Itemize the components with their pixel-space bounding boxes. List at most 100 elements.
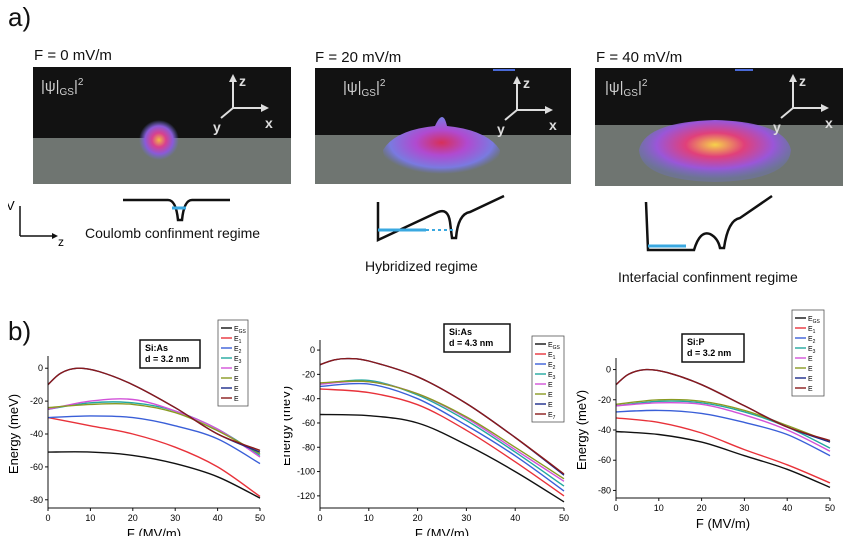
series-line-2-4 (615, 401, 831, 452)
legend-label-0-7: E (234, 396, 239, 403)
x-axis-label-0: F (MV/m) (127, 526, 181, 536)
series-line-0-0 (47, 451, 261, 499)
svg-text:x: x (825, 115, 833, 131)
legend-sub-2-0: GS (813, 319, 821, 325)
wavefunction-image-0: |ψ|GS|2 z y x (33, 67, 291, 184)
regime-label-2: Interfacial confinment regime (618, 269, 798, 285)
y-tick-label-0-1: -20 (30, 396, 43, 406)
y-tick-label-1-3: -60 (302, 418, 315, 428)
series-line-2-0 (615, 430, 831, 489)
svg-text:z: z (799, 73, 806, 89)
y-tick-label-2-1: -20 (598, 395, 611, 405)
svg-text:y: y (497, 121, 505, 137)
wavefunction-render-0 (139, 120, 179, 160)
legend-label-0-2: E2 (234, 346, 242, 355)
series-line-1-5 (319, 380, 565, 480)
svg-text:y: y (213, 119, 221, 135)
legend-label-0-5: E (234, 376, 239, 383)
legend-sub-2-2: 2 (813, 339, 816, 345)
y-tick-label-1-6: -120 (297, 491, 315, 501)
series-line-2-1 (615, 417, 831, 484)
y-tick-label-0-3: -60 (30, 462, 43, 472)
y-tick-label-1-5: -100 (297, 467, 315, 477)
psi-label-2: |ψ|GS|2 (605, 78, 648, 99)
series-line-1-0 (319, 413, 565, 503)
x-tick-label-2-5: 50 (825, 503, 835, 513)
legend-label-1-0: EGS (548, 342, 561, 351)
legend-sub-0-0: GS (239, 329, 247, 335)
x-tick-label-2-0: 0 (613, 503, 618, 513)
series-line-1-1 (319, 388, 565, 497)
x-tick-label-0-0: 0 (45, 513, 50, 523)
legend-label-0-3: E3 (234, 356, 242, 365)
x-tick-label-0-3: 30 (170, 513, 180, 523)
psi-label-0: |ψ|GS|2 (41, 77, 84, 98)
axes-glyph-1: z y x (497, 75, 557, 137)
y-tick-label-0-2: -40 (30, 429, 43, 439)
wavefunction-image-2: |ψ|GS|2 z y x (595, 68, 843, 186)
legend-sub-1-2: 2 (553, 365, 556, 371)
regime-label-0: Coulomb confinment regime (85, 225, 261, 241)
x-tick-label-1-0: 0 (317, 513, 322, 523)
x-tick-label-0-1: 10 (85, 513, 95, 523)
x-tick-label-0-2: 20 (128, 513, 138, 523)
legend-label-0-6: E (234, 386, 239, 393)
x-tick-label-2-1: 10 (654, 503, 664, 513)
y-tick-label-0-0: 0 (38, 363, 43, 373)
wavefunction-render-1 (383, 69, 515, 174)
wavefunction-render-2 (639, 69, 791, 182)
series-line-0-7 (47, 367, 261, 452)
wavefunction-image-1: |ψ|GS|2 z y x (315, 68, 571, 184)
field-label-1: F = 20 mV/m (315, 49, 402, 66)
x-axis-label-1: F (MV/m) (415, 526, 469, 536)
svg-text:x: x (549, 117, 557, 133)
series-line-2-2 (615, 409, 831, 457)
legend-label-1-7: E7 (548, 412, 556, 421)
series-line-0-2 (47, 415, 261, 465)
svg-text:V: V (8, 198, 15, 213)
legend-label-1-3: E3 (548, 372, 556, 381)
x-axis-label-2: F (MV/m) (696, 516, 750, 531)
panel-a-label: a) (8, 2, 32, 32)
legend-label-2-5: E (808, 366, 813, 373)
y-tick-label-1-0: 0 (310, 345, 315, 355)
y-tick-label-2-3: -60 (598, 455, 611, 465)
legend-label-0-0: EGS (234, 326, 247, 335)
series-line-0-1 (47, 416, 261, 498)
y-tick-label-2-0: 0 (606, 365, 611, 375)
y-tick-label-1-1: -20 (302, 369, 315, 379)
legend-label-2-1: E1 (808, 326, 816, 335)
y-tick-label-1-4: -80 (302, 442, 315, 452)
svg-text:z: z (239, 73, 246, 89)
legend-label-1-4: E (548, 382, 553, 389)
annotation-text-1-0: Si:As (449, 327, 472, 337)
axes-glyph-0: z y x (213, 73, 273, 135)
series-line-0-3 (47, 401, 261, 456)
annotation-box-1 (443, 323, 511, 353)
legend-box-1 (531, 335, 565, 423)
series-line-0-5 (47, 402, 261, 455)
series-line-1-7 (319, 357, 565, 475)
x-tick-label-0-4: 40 (213, 513, 223, 523)
legend-sub-0-3: 3 (239, 359, 242, 365)
svg-text:z: z (58, 235, 64, 248)
x-tick-label-1-1: 10 (364, 513, 374, 523)
y-axis-label-0: Energy (meV) (6, 394, 21, 474)
series-line-2-5 (615, 398, 831, 443)
svg-text:x: x (265, 115, 273, 131)
axes-glyph-2: z y x (773, 73, 833, 135)
energy-chart-2: 0 10 20 30 40 50 0 -20 -40 -60 -80 F (MV/m) Energy (… (574, 309, 835, 531)
x-tick-label-1-2: 20 (413, 513, 423, 523)
x-tick-label-0-5: 50 (255, 513, 265, 523)
x-tick-label-2-3: 30 (739, 503, 749, 513)
legend-label-2-7: E (808, 386, 813, 393)
legend-label-2-6: E (808, 376, 813, 383)
legend-sub-0-2: 2 (239, 349, 242, 355)
annotation-text-0-1: d = 3.2 nm (145, 354, 189, 364)
legend-sub-0-1: 1 (239, 339, 242, 345)
y-tick-label-2-2: -40 (598, 425, 611, 435)
svg-text:y: y (773, 119, 781, 135)
annotation-text-0-0: Si:As (145, 343, 168, 353)
x-tick-label-2-2: 20 (697, 503, 707, 513)
legend-label-2-2: E2 (808, 336, 816, 345)
